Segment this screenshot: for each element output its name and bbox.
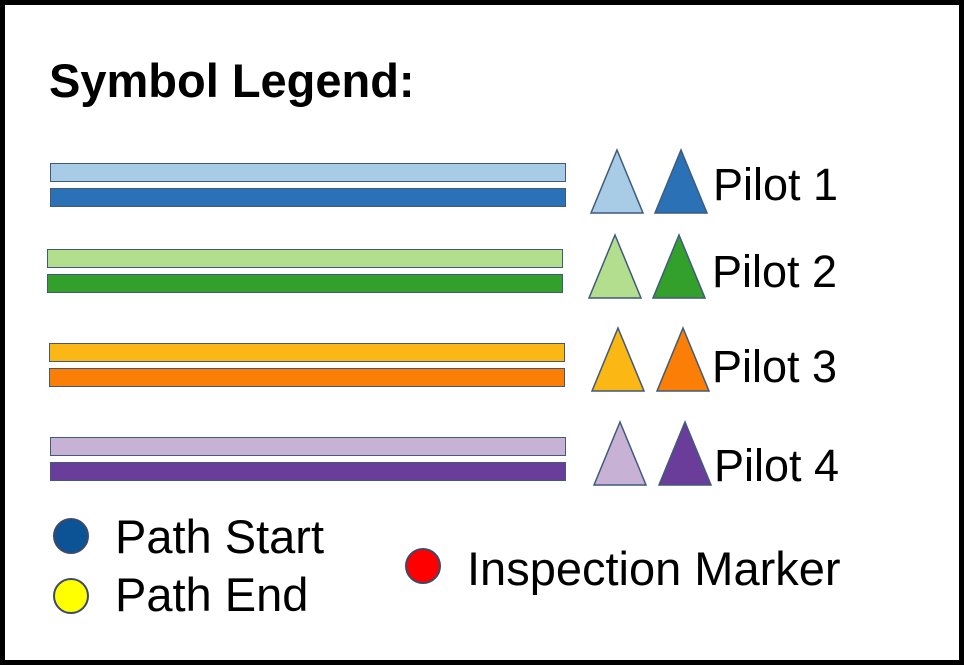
path-start-label: Path Start bbox=[115, 510, 324, 563]
legend-title: Symbol Legend: bbox=[49, 54, 415, 107]
pilot-4-dark-path-line bbox=[50, 462, 566, 481]
inspection-marker-label: Inspection Marker bbox=[467, 542, 841, 595]
pilot-4-light-path-line bbox=[50, 437, 566, 456]
pilot-2-light-triangle-icon bbox=[587, 233, 643, 299]
inspection-marker-circle-icon bbox=[405, 548, 441, 584]
pilot-2-label: Pilot 2 bbox=[712, 246, 838, 297]
pilot-1-dark-triangle-icon bbox=[653, 148, 709, 214]
pilot-3-dark-triangle-icon bbox=[655, 326, 711, 392]
pilot-2-light-path-line bbox=[47, 249, 563, 268]
pilot-1-light-path-line bbox=[50, 163, 566, 182]
pilot-4-light-triangle-icon bbox=[592, 420, 648, 486]
path-end-circle-icon bbox=[53, 578, 89, 614]
pilot-2-dark-path-line bbox=[47, 274, 563, 293]
pilot-3-dark-path-line bbox=[49, 368, 565, 387]
pilot-4-dark-triangle-icon bbox=[657, 420, 713, 486]
pilot-3-light-triangle-icon bbox=[590, 326, 646, 392]
pilot-1-light-triangle-icon bbox=[589, 148, 645, 214]
pilot-1-label: Pilot 1 bbox=[713, 159, 839, 210]
path-end-label: Path End bbox=[115, 568, 309, 621]
pilot-3-light-path-line bbox=[49, 343, 565, 362]
pilot-2-dark-triangle-icon bbox=[651, 233, 707, 299]
pilot-3-label: Pilot 3 bbox=[712, 341, 838, 392]
pilot-1-dark-path-line bbox=[50, 188, 566, 207]
pilot-4-label: Pilot 4 bbox=[714, 440, 840, 491]
path-start-circle-icon bbox=[53, 518, 89, 554]
